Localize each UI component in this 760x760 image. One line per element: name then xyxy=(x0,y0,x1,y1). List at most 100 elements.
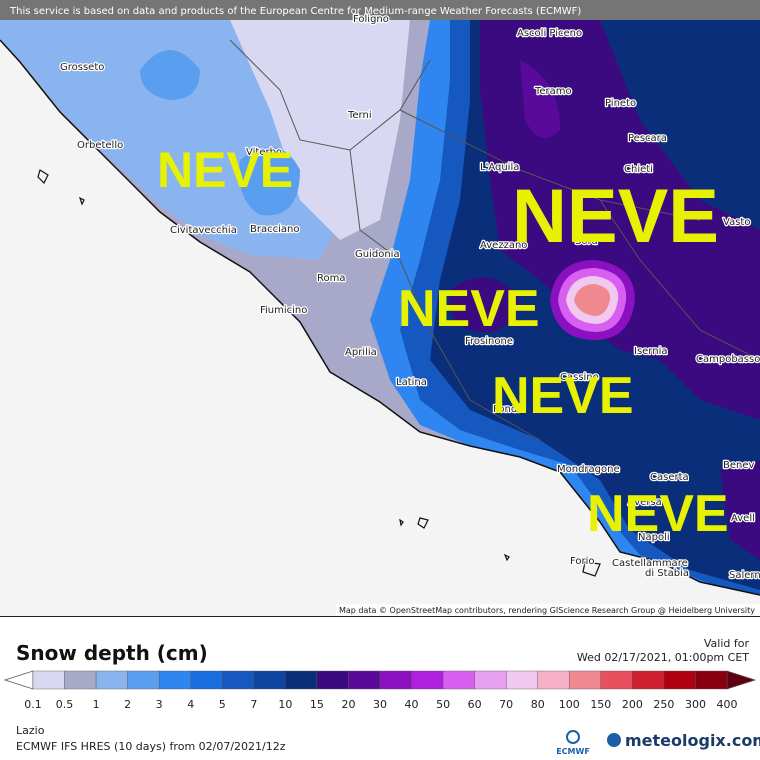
city-label: Viterbo xyxy=(246,147,282,158)
banner: This service is based on data and produc… xyxy=(9,6,581,17)
legend-swatch xyxy=(695,670,728,690)
legend-label: 10 xyxy=(278,698,292,711)
legend-swatch xyxy=(663,670,696,690)
city-label: Roma xyxy=(317,273,346,284)
city-label: di Stabia xyxy=(645,568,689,579)
city-label: Teramo xyxy=(534,86,572,97)
legend-label: 80 xyxy=(531,698,545,711)
city-label: Ascoli Piceno xyxy=(517,28,582,39)
city-label: Orbetello xyxy=(77,140,123,151)
legend-label: 40 xyxy=(405,698,419,711)
city-label: Benev xyxy=(723,460,755,471)
city-label: Guidonia xyxy=(355,249,400,260)
legend-swatch xyxy=(285,670,318,690)
legend-label: 50 xyxy=(436,698,450,711)
snow-area xyxy=(230,20,410,240)
city-label: Mondragone xyxy=(557,464,620,475)
snow-label: NEVE xyxy=(587,485,729,543)
city-label: Civitavecchia xyxy=(170,225,237,236)
legend-label: 4 xyxy=(187,698,194,711)
city-label: Chieti xyxy=(624,164,653,175)
legend-swatch xyxy=(190,670,223,690)
ecmwf-label: ECMWF xyxy=(556,747,590,756)
attribution: Map data © OpenStreetMap contributors, r… xyxy=(339,606,755,615)
brand-logo xyxy=(607,733,621,747)
legend-swatch xyxy=(158,670,191,690)
legend-swatch xyxy=(127,670,160,690)
city-label: L'Aquila xyxy=(480,162,519,173)
city-label: Fiumicino xyxy=(260,305,307,316)
model-info: ECMWF IFS HRES (10 days) from 02/07/2021… xyxy=(16,740,286,753)
legend-swatch xyxy=(569,670,602,690)
snow-label: NEVE xyxy=(492,367,634,425)
snow-area xyxy=(239,147,300,216)
snow-area xyxy=(574,284,611,316)
city-labels: Foligno Ascoli Piceno Grosseto Teramo Pi… xyxy=(59,13,760,583)
sea xyxy=(0,40,760,616)
legend-swatch xyxy=(64,670,97,690)
valid-label: Valid for xyxy=(704,637,750,650)
city-label: Napoli xyxy=(638,532,670,543)
city-label: Foligno xyxy=(353,14,389,25)
city-label: Latina xyxy=(396,377,427,388)
legend-label: 3 xyxy=(156,698,163,711)
legend-label: 20 xyxy=(341,698,355,711)
legend-swatch xyxy=(600,670,633,690)
legend-swatch xyxy=(32,670,65,690)
legend-swatch xyxy=(632,670,665,690)
legend-label: 300 xyxy=(685,698,706,711)
islands xyxy=(37,169,601,577)
snow-area xyxy=(720,460,760,560)
legend-label: 150 xyxy=(590,698,611,711)
city-label: Caserta xyxy=(650,472,689,483)
legend-swatch xyxy=(95,670,128,690)
legend-under xyxy=(3,670,34,690)
city-label: Frosinone xyxy=(465,336,513,347)
legend-label: 5 xyxy=(219,698,226,711)
legend-label: 1 xyxy=(93,698,100,711)
city-label: Campobasso xyxy=(696,354,760,365)
city-label: Sora xyxy=(575,236,598,247)
city-label: Aversa xyxy=(628,497,662,508)
borders xyxy=(229,39,760,441)
legend-swatch xyxy=(316,670,349,690)
legend-label: 15 xyxy=(310,698,324,711)
snow-label: NEVE xyxy=(512,174,719,259)
attribution-bg xyxy=(336,604,760,616)
snow-area xyxy=(449,277,520,332)
legend-label: 200 xyxy=(622,698,643,711)
city-label: Forio xyxy=(570,556,595,567)
legend-title: Snow depth (cm) xyxy=(16,641,208,665)
legend-label: 70 xyxy=(499,698,513,711)
city-label: Vasto xyxy=(723,217,750,228)
city-label: Avell xyxy=(731,513,755,524)
legend-swatch xyxy=(505,670,538,690)
region: Lazio xyxy=(16,724,45,737)
legend-label: 250 xyxy=(653,698,674,711)
legend-swatch xyxy=(537,670,570,690)
legend-swatch xyxy=(379,670,412,690)
coastline xyxy=(0,39,760,596)
city-label: Fondi xyxy=(493,404,520,415)
valid-time: Wed 02/17/2021, 01:00pm CET xyxy=(577,651,749,664)
legend-label: 30 xyxy=(373,698,387,711)
legend-over xyxy=(726,670,757,690)
legend-label: 2 xyxy=(124,698,131,711)
legend-label: 100 xyxy=(559,698,580,711)
legend-label: 0.1 xyxy=(24,698,42,711)
ecmwf-logo xyxy=(566,730,580,744)
legend-swatch xyxy=(474,670,507,690)
legend-swatch xyxy=(253,670,286,690)
legend-label: 7 xyxy=(250,698,257,711)
city-label: Avezzano xyxy=(480,240,527,251)
snow-label: NEVE xyxy=(398,280,540,338)
city-label: Cassino xyxy=(560,372,599,383)
snow-area xyxy=(140,50,200,100)
city-label: Salern xyxy=(729,570,760,581)
city-label: Pescara xyxy=(628,133,667,144)
city-label: Grosseto xyxy=(60,62,104,73)
city-label: Pineto xyxy=(605,98,636,109)
snow-label: NEVE xyxy=(157,142,293,198)
